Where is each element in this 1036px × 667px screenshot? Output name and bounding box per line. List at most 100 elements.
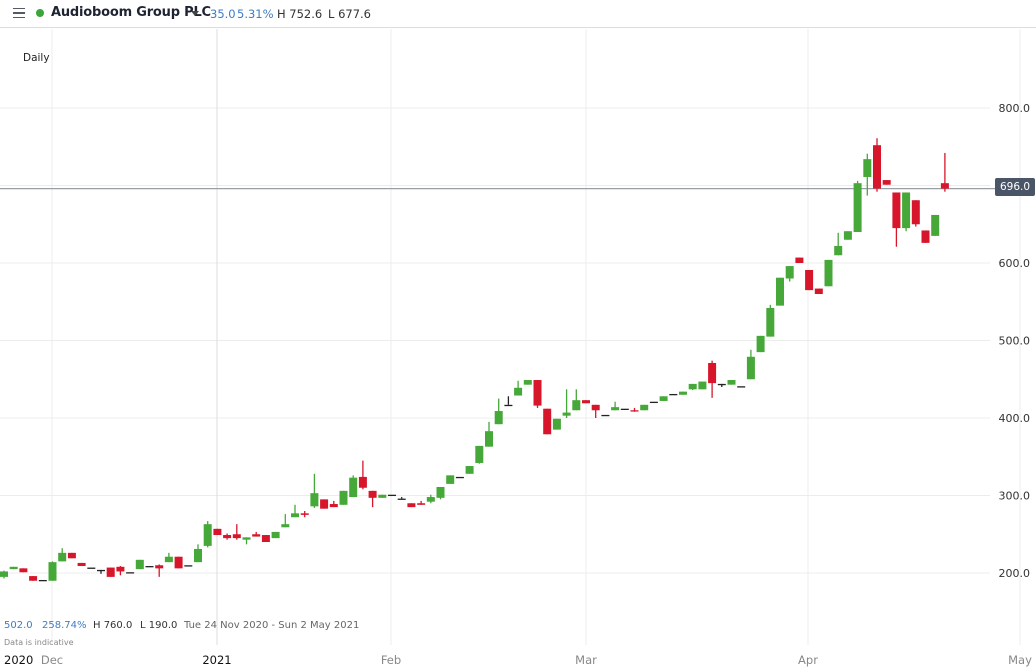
candle-body bbox=[97, 569, 105, 572]
candle-body bbox=[746, 356, 755, 380]
candle bbox=[931, 214, 940, 236]
candle-body bbox=[223, 535, 232, 539]
candle-body bbox=[649, 401, 658, 404]
candle bbox=[184, 565, 193, 567]
candle-body bbox=[669, 393, 678, 396]
x-tick-label: Dec bbox=[41, 653, 63, 667]
candle bbox=[339, 490, 348, 505]
candle-body bbox=[562, 412, 571, 416]
candle-body bbox=[717, 383, 726, 386]
candle bbox=[485, 421, 493, 447]
candle bbox=[145, 566, 154, 568]
candle-body bbox=[339, 490, 348, 505]
candle-body bbox=[727, 380, 736, 385]
data-disclaimer: Data is indicative bbox=[4, 638, 74, 647]
interval-label[interactable]: Daily bbox=[23, 52, 50, 64]
candle bbox=[397, 497, 406, 500]
candle bbox=[543, 408, 552, 435]
candle bbox=[756, 335, 765, 353]
candle bbox=[446, 475, 455, 484]
candle bbox=[727, 380, 736, 385]
candle-body bbox=[67, 552, 76, 559]
candle bbox=[630, 407, 639, 412]
candle-body bbox=[640, 404, 649, 411]
candle-body bbox=[737, 386, 746, 388]
summary-change: 502.0 bbox=[4, 620, 33, 631]
candle-body bbox=[116, 566, 125, 572]
candle bbox=[174, 556, 183, 569]
candle bbox=[9, 566, 18, 570]
candle-body bbox=[485, 431, 493, 447]
candle-body bbox=[213, 528, 222, 536]
candle bbox=[271, 531, 280, 539]
candle-body bbox=[659, 396, 668, 401]
candle-body bbox=[388, 494, 396, 497]
candle-body bbox=[882, 180, 891, 185]
x-tick-label: Mar bbox=[575, 653, 597, 667]
chevron-down-icon[interactable] bbox=[191, 11, 199, 16]
candle bbox=[48, 561, 57, 581]
y-tick-label: 400.0 bbox=[999, 412, 1031, 425]
candle-body bbox=[232, 534, 241, 539]
candle-body bbox=[358, 476, 367, 488]
candle bbox=[465, 466, 474, 474]
candle-body bbox=[184, 565, 193, 567]
candle bbox=[475, 445, 484, 464]
current-price-label: 696.0 bbox=[995, 178, 1035, 196]
candle-body bbox=[465, 466, 474, 474]
candle bbox=[494, 398, 503, 425]
y-tick-label: 600.0 bbox=[999, 257, 1031, 270]
candle bbox=[320, 499, 329, 509]
candle bbox=[795, 257, 804, 263]
hamburger-menu-icon[interactable] bbox=[13, 8, 25, 18]
candle bbox=[38, 579, 47, 582]
candle-body bbox=[261, 535, 270, 542]
candle-body bbox=[843, 231, 852, 240]
candle bbox=[708, 360, 717, 398]
candle bbox=[358, 460, 367, 490]
summary-high: H 760.0 bbox=[93, 620, 133, 631]
candle-body bbox=[9, 566, 18, 570]
candle-body bbox=[552, 418, 561, 430]
candle-body bbox=[194, 548, 202, 563]
candle bbox=[97, 569, 105, 574]
candle bbox=[455, 476, 464, 479]
candle-body bbox=[601, 414, 610, 417]
candle-body bbox=[106, 567, 115, 577]
header-change-pct: 5.31% bbox=[237, 7, 274, 21]
market-status-dot bbox=[36, 9, 44, 17]
candle-body bbox=[902, 192, 911, 229]
candle-body bbox=[203, 524, 212, 546]
candle-body bbox=[785, 266, 794, 279]
candle-body bbox=[543, 408, 552, 435]
candle bbox=[892, 192, 901, 247]
candle bbox=[388, 494, 396, 497]
candle bbox=[310, 473, 319, 508]
candle bbox=[504, 396, 513, 407]
candle-body bbox=[494, 411, 503, 425]
candle bbox=[659, 396, 668, 401]
candle bbox=[223, 533, 232, 540]
candle-body bbox=[504, 404, 513, 407]
x-tick-label: May bbox=[1008, 653, 1032, 667]
candle bbox=[572, 389, 581, 411]
candle bbox=[601, 414, 610, 417]
candle bbox=[232, 524, 241, 540]
candle bbox=[814, 288, 823, 294]
candle bbox=[611, 401, 620, 411]
candle-body bbox=[824, 259, 833, 287]
candle bbox=[805, 269, 814, 291]
candle bbox=[261, 535, 270, 542]
candle bbox=[164, 552, 173, 563]
candle-body bbox=[242, 537, 251, 540]
candle bbox=[552, 418, 561, 430]
candle-body bbox=[834, 245, 843, 256]
x-tick-label: Feb bbox=[381, 653, 401, 667]
candle-body bbox=[514, 387, 523, 396]
y-tick-label: 300.0 bbox=[999, 490, 1031, 503]
candle-body bbox=[145, 566, 154, 568]
candle-body bbox=[582, 400, 590, 404]
candle-body bbox=[756, 335, 765, 353]
instrument-name[interactable]: Audioboom Group PLC bbox=[51, 5, 211, 20]
